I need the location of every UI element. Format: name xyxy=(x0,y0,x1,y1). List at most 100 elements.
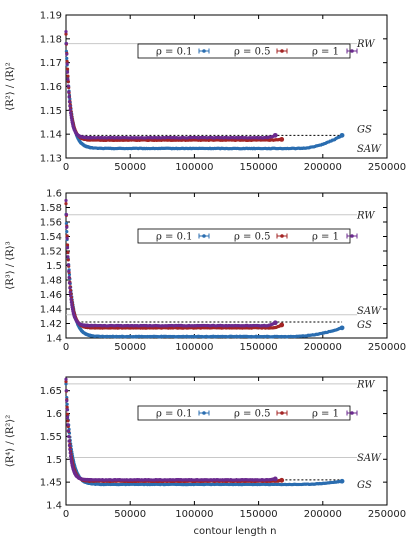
data-point xyxy=(65,243,70,247)
y-tick-label: 1.14 xyxy=(40,130,62,141)
data-point xyxy=(64,388,68,393)
data-point xyxy=(69,300,73,304)
data-point xyxy=(68,290,72,294)
data-point xyxy=(68,451,72,455)
y-tick-label: 1.5 xyxy=(46,455,62,466)
reference-label-rw: RW xyxy=(356,379,375,390)
legend-label: ρ = 1 xyxy=(312,409,339,420)
y-tick-label: 1.54 xyxy=(40,232,62,243)
x-tick-label: 250000 xyxy=(368,162,406,173)
data-point xyxy=(67,443,72,448)
data-point xyxy=(65,56,69,60)
data-point xyxy=(66,77,70,81)
reference-label-saw: SAW xyxy=(357,306,382,317)
data-point xyxy=(65,62,69,66)
data-point xyxy=(64,30,68,34)
data-point-end xyxy=(272,476,278,482)
chart-panel-1: 0 50000 100000 150000 200000 250000 1.13 1.14 1.… xyxy=(5,11,406,174)
data-point xyxy=(64,41,68,46)
series-rho_0_1 xyxy=(64,42,345,151)
y-tick-label: 1.6 xyxy=(46,189,62,200)
series-rho_1 xyxy=(64,198,278,328)
reference-label-rw: RW xyxy=(356,210,375,221)
legend-marker-point xyxy=(202,49,206,53)
data-point xyxy=(65,67,70,71)
legend-marker-point xyxy=(350,411,354,415)
data-point xyxy=(69,113,73,117)
series-rho_0_5 xyxy=(64,379,285,484)
legend-marker-point xyxy=(280,411,284,415)
data-point xyxy=(65,402,69,406)
x-tick-label: 0 xyxy=(63,509,69,520)
data-point xyxy=(65,415,70,420)
data-point xyxy=(69,454,73,458)
series-rho_0_5 xyxy=(64,201,285,330)
y-tick-label: 1.46 xyxy=(40,290,62,301)
legend-marker-point xyxy=(350,234,354,238)
data-point-end xyxy=(279,137,285,142)
data-point xyxy=(67,439,71,443)
data-point xyxy=(64,377,68,381)
legend-marker-point xyxy=(280,49,284,53)
chart-panel-2: 0 50000 100000 150000 200000 250000 1.4 1.42 1.4… xyxy=(5,189,406,354)
data-point xyxy=(69,297,73,301)
legend-label: ρ = 1 xyxy=(312,232,339,243)
data-point-end xyxy=(339,325,345,331)
data-point xyxy=(65,230,69,234)
legend: ρ = 0.1 ρ = 0.5 ρ = 1 xyxy=(137,405,358,421)
reference-label-gs: GS xyxy=(357,320,372,331)
data-point xyxy=(68,286,72,290)
data-point xyxy=(65,70,70,74)
y-tick-label: 1.45 xyxy=(40,478,62,489)
y-tick-label: 1.17 xyxy=(40,58,62,69)
data-point xyxy=(67,100,72,104)
y-tick-label: 1.42 xyxy=(40,319,62,330)
y-tick-label: 1.52 xyxy=(40,247,62,258)
data-point-end xyxy=(279,477,285,483)
legend-label: ρ = 0.5 xyxy=(234,409,271,420)
x-tick-label: 0 xyxy=(63,162,69,173)
y-tick-label: 1.44 xyxy=(40,305,62,316)
series-rho_1 xyxy=(64,377,278,482)
x-tick-label: 200000 xyxy=(304,342,342,353)
data-point xyxy=(66,258,70,262)
data-point xyxy=(69,111,73,115)
data-point xyxy=(65,405,69,409)
data-point xyxy=(68,104,72,108)
legend-marker-point xyxy=(202,411,206,415)
data-point xyxy=(65,236,69,240)
data-point xyxy=(66,84,70,88)
legend-marker-point xyxy=(202,234,206,238)
reference-label-gs: GS xyxy=(357,480,372,491)
legend: ρ = 0.1 ρ = 0.5 ρ = 1 xyxy=(137,228,358,244)
data-point xyxy=(66,263,70,267)
plot-frame xyxy=(65,376,388,506)
data-point xyxy=(65,234,69,238)
chart-panel-3: 0 50000 100000 150000 200000 250000 1.4 1.45 1.5… xyxy=(5,376,406,520)
data-point xyxy=(66,250,70,255)
data-point xyxy=(64,201,68,206)
legend-marker-point xyxy=(280,234,284,238)
data-point-end xyxy=(272,132,278,138)
reference-label-saw: SAW xyxy=(357,144,382,155)
data-point xyxy=(65,225,69,229)
x-tick-label: 200000 xyxy=(304,162,342,173)
data-point xyxy=(68,108,72,112)
data-point xyxy=(65,59,69,64)
x-axis-label: contour length n xyxy=(193,526,276,537)
data-point-end xyxy=(272,320,278,326)
data-point xyxy=(64,212,68,217)
data-point xyxy=(66,429,70,433)
data-point xyxy=(66,74,70,78)
y-axis-label: ⟨R²⟩ / ⟨R⟩² xyxy=(5,62,16,110)
data-point xyxy=(65,412,70,416)
x-tick-label: 150000 xyxy=(240,162,278,173)
x-tick-label: 150000 xyxy=(240,342,278,353)
data-point xyxy=(66,255,70,259)
legend-label: ρ = 1 xyxy=(312,47,339,58)
data-point xyxy=(67,275,71,280)
data-point xyxy=(64,32,68,36)
reference-label-gs: GS xyxy=(357,124,372,135)
legend-label: ρ = 0.1 xyxy=(156,47,193,58)
